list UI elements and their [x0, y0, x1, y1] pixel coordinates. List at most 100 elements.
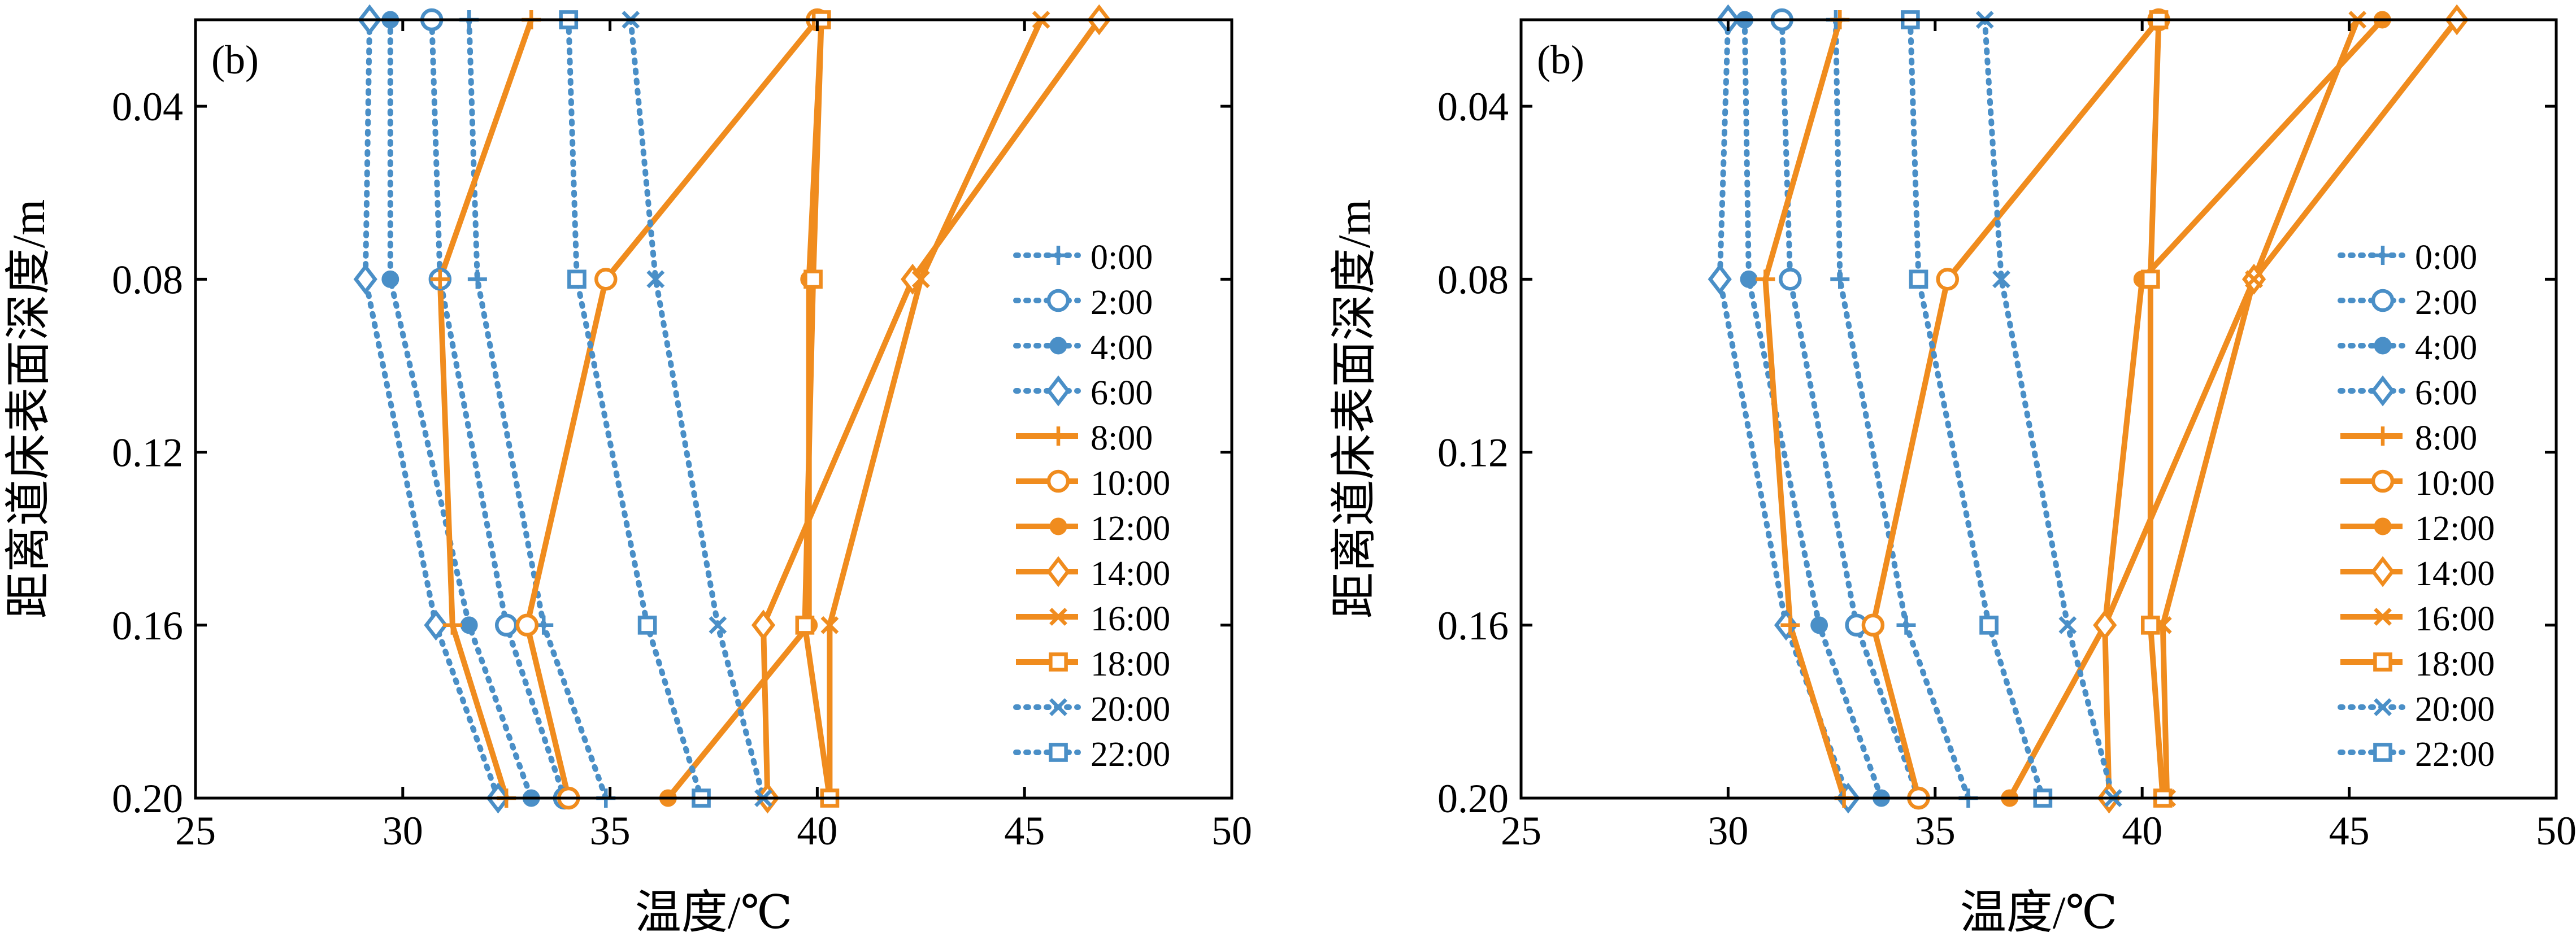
panel-label: (b) — [211, 37, 259, 82]
series-line-2200 — [566, 17, 704, 801]
series-line-1200 — [2007, 18, 2384, 800]
data-point-1800 — [2141, 269, 2160, 289]
legend-label: 18:00 — [2415, 645, 2495, 683]
series-line-1000 — [524, 18, 820, 799]
data-point-1800 — [795, 615, 815, 635]
chart-panel-1: 25 30 35 40 45 50 0.04 0.08 0.12 0.16 0.20 温度/℃ 距离道床… — [3, 4, 1252, 938]
series-line-800 — [437, 19, 534, 799]
x-tick-label: 45 — [1004, 808, 1045, 853]
data-point-1400 — [2093, 609, 2117, 641]
series-line-1800 — [2147, 19, 2166, 799]
legend-marker-1600 — [1049, 608, 1067, 626]
x-tick-label: 45 — [2329, 808, 2370, 853]
x-tick-label: 40 — [2122, 808, 2162, 853]
legend-label: 0:00 — [2415, 238, 2477, 277]
legend-marker-1200 — [1049, 517, 1067, 535]
legend-marker-1200 — [2374, 517, 2392, 535]
legend-marker-2200 — [2373, 743, 2392, 762]
series-line-200 — [429, 17, 567, 801]
series-line-1800 — [802, 19, 833, 799]
legend-marker-1800 — [1049, 652, 1068, 672]
series-line-1400 — [2102, 18, 2460, 799]
data-point-1600 — [911, 270, 930, 289]
legend-marker-200 — [1046, 289, 1070, 312]
legend-label: 14:00 — [1091, 555, 1170, 593]
data-point-000 — [1830, 269, 1850, 289]
legend-marker-000 — [2373, 246, 2392, 265]
legend-marker-1000 — [1046, 469, 1070, 493]
legend-marker-1400 — [2370, 556, 2395, 587]
data-point-400 — [381, 270, 399, 288]
legend-marker-800 — [2373, 426, 2392, 446]
y-tick-label: 0.08 — [1437, 257, 1509, 302]
series-line-600 — [1717, 17, 1851, 801]
legend-label: 2:00 — [2415, 284, 2477, 322]
y-tick-label: 0.20 — [112, 776, 183, 821]
panel-label: (b) — [1537, 37, 1584, 82]
legend-label: 12:00 — [2415, 509, 2495, 548]
y-tick-label: 0.16 — [1437, 603, 1509, 648]
legend-marker-400 — [1049, 337, 1067, 355]
data-point-600 — [353, 263, 377, 295]
x-tick-label: 35 — [1915, 808, 1956, 853]
data-point-200 — [1779, 268, 1802, 291]
data-point-200 — [494, 613, 518, 637]
series-line-1600 — [2160, 19, 2360, 799]
x-axis-label: 温度/℃ — [635, 887, 793, 938]
data-point-1000 — [594, 268, 618, 291]
data-point-2000 — [646, 270, 665, 289]
data-point-800 — [1756, 269, 1775, 289]
legend-marker-2000 — [1049, 698, 1067, 716]
y-tick-label: 0.04 — [112, 84, 183, 129]
x-tick-label: 35 — [590, 808, 631, 853]
y-tick-label: 0.12 — [112, 430, 183, 476]
legend-label: 12:00 — [1091, 509, 1170, 548]
series-line-1400 — [761, 18, 1102, 799]
series-line-800 — [1762, 19, 1847, 799]
series-line-1600 — [827, 18, 1044, 798]
data-point-600 — [1708, 263, 1732, 295]
data-point-2000 — [2058, 616, 2077, 634]
data-point-2200 — [1909, 269, 1928, 289]
legend-label: 0:00 — [1091, 238, 1153, 277]
x-tick-label: 50 — [1211, 808, 1252, 853]
series-line-000 — [1832, 17, 1971, 801]
data-point-2200 — [637, 615, 657, 635]
legend-label: 22:00 — [2415, 735, 2495, 774]
legend-marker-1400 — [1046, 556, 1071, 587]
series-line-600 — [362, 17, 501, 801]
data-point-000 — [467, 269, 487, 289]
y-tick-label: 0.08 — [112, 257, 183, 302]
chart-panel-2: 25 30 35 40 45 50 0.04 0.08 0.12 0.16 0.20 温度/℃ 距离道床… — [1328, 4, 2576, 938]
x-tick-label: 50 — [2536, 808, 2576, 853]
legend-label: 10:00 — [2415, 464, 2495, 503]
x-tick-label: 25 — [175, 808, 216, 853]
legend-label: 8:00 — [1091, 419, 1153, 458]
legend-marker-400 — [2374, 337, 2392, 355]
series-line-1000 — [1870, 18, 2161, 799]
y-axis-label: 距离道床表面深度/m — [1328, 199, 1380, 619]
data-point-1400 — [751, 609, 776, 641]
x-tick-label: 30 — [1708, 808, 1748, 853]
data-point-600 — [424, 609, 448, 641]
legend-marker-000 — [1049, 246, 1068, 265]
data-point-400 — [460, 616, 478, 634]
plot-frame — [1519, 18, 2558, 800]
data-point-800 — [1780, 615, 1800, 635]
x-tick-label: 40 — [797, 808, 837, 853]
legend-label: 6:00 — [1091, 374, 1153, 412]
legend-marker-2000 — [2374, 698, 2392, 716]
legend-marker-1600 — [2374, 608, 2392, 626]
data-point-2000 — [709, 616, 727, 634]
data-point-1000 — [1861, 613, 1885, 637]
data-point-800 — [442, 615, 462, 635]
series-line-2000 — [1982, 17, 2116, 801]
data-point-2200 — [1979, 615, 1999, 635]
legend-label: 14:00 — [2415, 555, 2495, 593]
legend-label: 16:00 — [1091, 600, 1170, 638]
data-point-1800 — [2141, 615, 2160, 635]
legend-marker-600 — [1046, 375, 1071, 407]
data-point-000 — [1896, 615, 1916, 635]
data-point-800 — [430, 269, 450, 289]
